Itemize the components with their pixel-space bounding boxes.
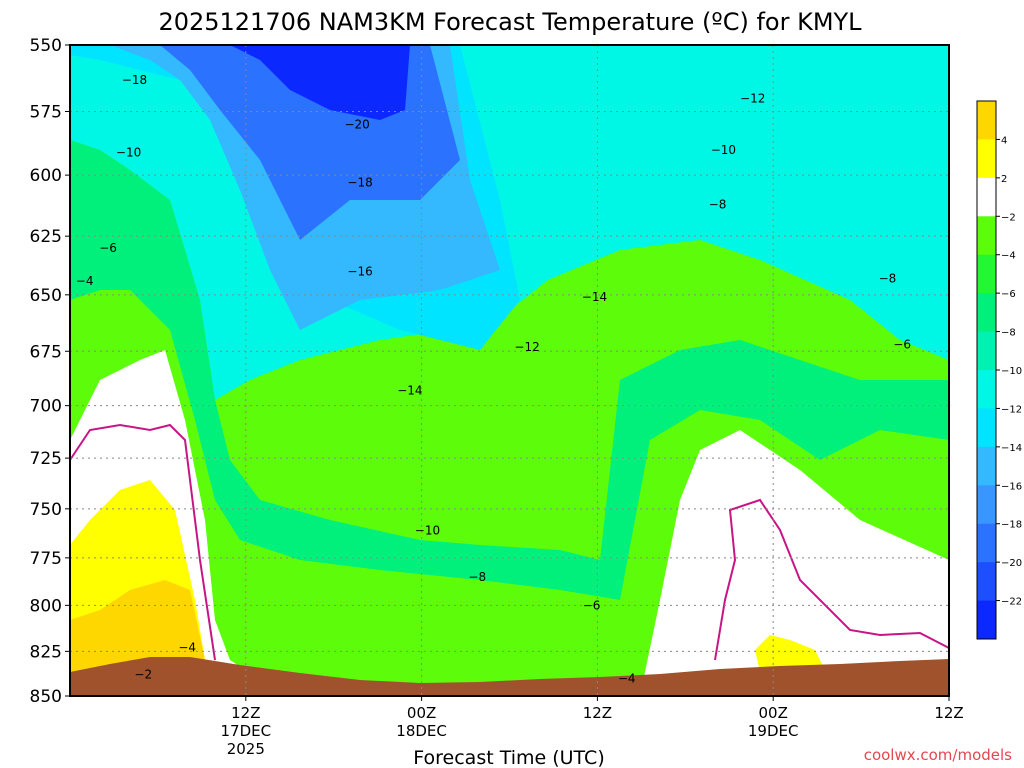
colorbar-swatch-5 (977, 293, 996, 333)
colorbar-tick-5: −8 (1001, 328, 1016, 339)
y-tick-800: 800 (30, 596, 62, 616)
colorbar-tick-12: −22 (1001, 597, 1022, 608)
y-ticks: 550 575 600 625 650 675 700 725 750 775 800 825 850 (30, 36, 70, 707)
terrain (70, 657, 949, 696)
colorbar: 4 2 −2 −4 −6 −8 −10 −12 −14 −16 −18 −20 −22 (976, 100, 1022, 640)
colorbar-tick-9: −16 (1001, 481, 1022, 492)
colorbar-swatch-9 (977, 446, 996, 486)
x-tick-time-1: 00Z (407, 704, 436, 722)
contour-label-0: −18 (122, 73, 147, 87)
colorbar-swatch-11 (977, 523, 996, 563)
y-tick-550: 550 (30, 36, 62, 56)
contour-label-10: −8 (879, 272, 897, 286)
y-tick-675: 675 (30, 342, 62, 362)
x-tick-date-1: 18DEC (396, 722, 447, 740)
contour-label-19: −4 (178, 641, 196, 655)
y-tick-625: 625 (30, 227, 62, 247)
colorbar-tick-7: −12 (1001, 404, 1022, 415)
contour-label-11: −6 (893, 338, 911, 352)
band-deep-blue (230, 45, 410, 120)
gridlines (70, 45, 949, 696)
y-tick-775: 775 (30, 549, 62, 569)
x-tick-time-3: 00Z (759, 704, 788, 722)
colorbar-tick-6: −10 (1001, 366, 1022, 377)
contour-label-2: −18 (347, 176, 372, 190)
colorbar-tick-8: −14 (1001, 443, 1022, 454)
colorbar-tick-10: −18 (1001, 520, 1022, 531)
contour-label-13: −6 (99, 241, 117, 255)
colorbar-swatch-1 (977, 139, 996, 179)
colorbar-swatch-10 (977, 485, 996, 525)
colorbar-swatch-7 (977, 370, 996, 409)
plot-area: −18 −20 −18 −16 −14 −12 −14 −12 −10 −8 −8 −6 −10 −6 −4… (70, 45, 949, 696)
band-gold (70, 580, 205, 680)
credit-text: coolwx.com/models (864, 746, 1012, 764)
contour-label-17: −8 (468, 570, 486, 584)
x-axis-label: Forecast Time (UTC) (413, 747, 604, 768)
y-tick-750: 750 (30, 500, 62, 520)
y-tick-575: 575 (30, 102, 62, 122)
contour-label-3: −16 (347, 265, 372, 279)
colorbar-swatch-0 (977, 101, 996, 140)
contour-labels: −18 −20 −18 −16 −14 −12 −14 −12 −10 −8 −8 −6 −10 −6 −4… (76, 73, 911, 685)
contour-label-12: −10 (116, 146, 141, 160)
contour-label-7: −12 (740, 91, 765, 105)
contour-label-9: −8 (709, 198, 727, 212)
x-tick-year-0: 2025 (227, 740, 265, 758)
colorbar-tick-4: −6 (1001, 289, 1016, 300)
plot-frame (69, 44, 950, 697)
chart-title: 2025121706 NAM3KM Forecast Temperature (… (158, 8, 862, 36)
colorbar-tick-11: −20 (1001, 558, 1022, 569)
contour-label-21: −4 (618, 671, 636, 685)
y-tick-850: 850 (30, 687, 62, 707)
contour-label-16: −10 (415, 524, 440, 538)
colorbar-swatch-4 (977, 254, 996, 294)
colorbar-tick-2: −2 (1001, 212, 1016, 223)
zero-line-right (714, 498, 949, 661)
colorbar-swatch-2 (977, 177, 996, 217)
colorbar-swatch-3 (977, 216, 996, 256)
y-tick-700: 700 (30, 397, 62, 417)
x-tick-time-0: 12Z (231, 704, 260, 722)
colorbar-tick-1: 2 (1001, 174, 1007, 185)
band-gold-right (755, 635, 825, 672)
zero-line-left (70, 423, 216, 661)
contour-label-14: −4 (76, 274, 94, 288)
contour-label-6: −14 (582, 290, 607, 304)
colorbar-swatch-8 (977, 408, 996, 448)
y-tick-600: 600 (30, 166, 62, 186)
colorbar-swatch-6 (977, 331, 996, 371)
y-tick-725: 725 (30, 449, 62, 469)
y-tick-825: 825 (30, 642, 62, 662)
colorbar-swatch-13 (977, 600, 996, 640)
contour-label-4: −14 (397, 384, 422, 398)
x-tick-date-0: 17DEC (221, 722, 272, 740)
x-tick-date-3: 19DEC (748, 722, 799, 740)
contour-label-1: −20 (344, 117, 369, 131)
colorbar-tick-0: 4 (1001, 135, 1007, 146)
contour-label-20: −2 (134, 668, 152, 682)
band-warm-white-right (640, 430, 949, 696)
contour-label-5: −12 (514, 340, 539, 354)
colorbar-swatch-12 (977, 562, 996, 602)
x-tick-time-4: 12Z (934, 704, 963, 722)
colorbar-tick-3: −4 (1001, 251, 1016, 262)
contour-label-18: −6 (583, 598, 601, 612)
y-tick-650: 650 (30, 286, 62, 306)
contour-label-8: −10 (711, 143, 736, 157)
x-tick-time-2: 12Z (583, 704, 612, 722)
